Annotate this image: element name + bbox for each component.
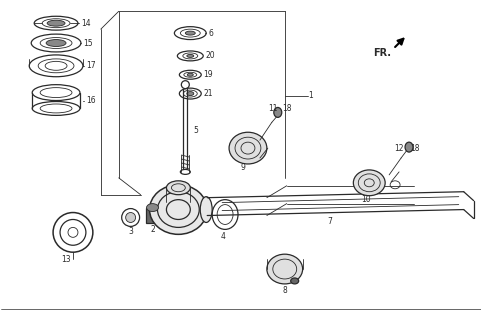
- Text: 20: 20: [205, 52, 215, 60]
- Text: 7: 7: [327, 217, 332, 226]
- Text: 8: 8: [282, 286, 287, 295]
- Text: 18: 18: [282, 104, 291, 113]
- Ellipse shape: [200, 197, 212, 222]
- Ellipse shape: [229, 132, 267, 164]
- Text: 4: 4: [221, 232, 226, 241]
- Ellipse shape: [166, 181, 190, 195]
- Text: 11: 11: [268, 104, 277, 113]
- Text: 6: 6: [208, 28, 213, 38]
- Ellipse shape: [405, 142, 413, 152]
- Ellipse shape: [291, 278, 299, 284]
- Ellipse shape: [187, 54, 194, 57]
- Text: 10: 10: [362, 195, 371, 204]
- Text: 19: 19: [203, 70, 213, 79]
- Ellipse shape: [46, 40, 66, 46]
- Text: 16: 16: [86, 96, 95, 105]
- Text: FR.: FR.: [373, 48, 391, 58]
- Bar: [212, 207, 217, 222]
- Ellipse shape: [149, 185, 207, 234]
- Text: 17: 17: [86, 61, 95, 70]
- Ellipse shape: [274, 108, 282, 117]
- Ellipse shape: [185, 31, 195, 35]
- Text: 13: 13: [61, 255, 71, 264]
- Text: 1: 1: [308, 91, 313, 100]
- Ellipse shape: [126, 212, 135, 222]
- Ellipse shape: [147, 204, 159, 212]
- Text: 2: 2: [150, 225, 155, 234]
- Text: 5: 5: [193, 126, 198, 135]
- Ellipse shape: [187, 73, 193, 76]
- Ellipse shape: [353, 170, 385, 196]
- Text: 9: 9: [240, 164, 245, 172]
- Text: 12: 12: [394, 144, 403, 153]
- Bar: [146, 208, 160, 223]
- Ellipse shape: [47, 20, 65, 26]
- Text: 18: 18: [410, 144, 419, 153]
- Text: 3: 3: [128, 227, 133, 236]
- Ellipse shape: [267, 254, 303, 284]
- Ellipse shape: [187, 92, 194, 96]
- Text: 14: 14: [81, 19, 91, 28]
- Text: 21: 21: [203, 89, 213, 98]
- Text: 15: 15: [83, 38, 93, 48]
